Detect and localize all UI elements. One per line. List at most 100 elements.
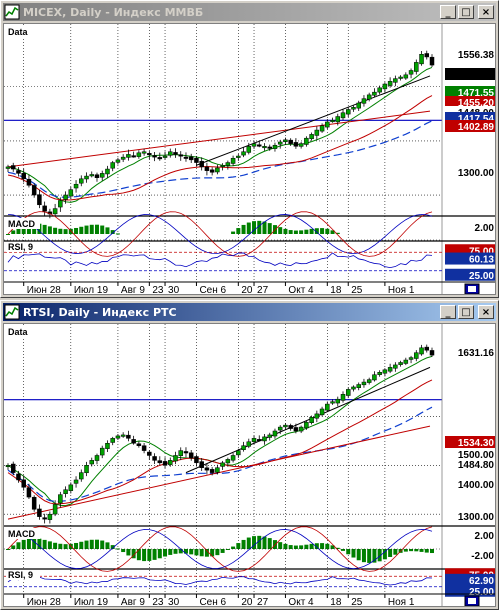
ma-red bbox=[7, 95, 433, 201]
maximize-button[interactable]: □ bbox=[458, 5, 474, 19]
macd-bar bbox=[356, 549, 361, 561]
candle-body bbox=[89, 174, 95, 177]
macd-bar bbox=[168, 549, 173, 555]
window-titlebar[interactable]: RTSI, Daily - Индекс РТС _ □ × bbox=[3, 303, 496, 321]
macd-bar bbox=[283, 543, 288, 549]
candle-body bbox=[277, 426, 283, 431]
macd-bar bbox=[293, 230, 298, 234]
candle-body bbox=[26, 487, 32, 498]
macd-bar bbox=[262, 221, 267, 234]
close-button[interactable]: × bbox=[478, 305, 494, 319]
candle-body bbox=[26, 178, 32, 186]
macd-bar bbox=[231, 231, 236, 234]
candle-body bbox=[351, 386, 356, 390]
chart-area[interactable]: Data1556.381556.381471.551455.201448.001… bbox=[3, 23, 496, 295]
price-tag-bg bbox=[445, 478, 495, 490]
candle-body bbox=[272, 144, 278, 149]
candle-body bbox=[345, 109, 351, 115]
price-tag-bg bbox=[445, 96, 495, 108]
pane-label-text: Data bbox=[8, 327, 29, 337]
macd-bar bbox=[110, 545, 115, 549]
x-tick-label: 18 bbox=[330, 285, 342, 295]
x-tick-label: 23 bbox=[152, 285, 164, 295]
candle-body bbox=[105, 442, 110, 449]
chart-area[interactable]: Data 1631.16 1534.30 1500.00 1484.80 1400.00 1… bbox=[3, 323, 496, 607]
candle-body bbox=[262, 146, 267, 149]
window-titlebar[interactable]: MICEX, Daily - Индекс ММВБ _ □ × bbox=[3, 3, 496, 21]
macd-bar bbox=[361, 549, 366, 563]
price-tag: 1500.00 bbox=[445, 448, 495, 461]
price-tag-label: 1484.80 bbox=[458, 460, 495, 471]
pane-label-bg bbox=[6, 242, 40, 252]
candle-body bbox=[220, 462, 225, 467]
macd-bar bbox=[189, 549, 194, 555]
pane-label-data: Data bbox=[6, 326, 32, 337]
candle-body bbox=[319, 125, 325, 132]
close-button[interactable]: × bbox=[478, 5, 494, 19]
candle-body bbox=[162, 461, 168, 466]
macd-bar bbox=[178, 549, 183, 554]
macd-bar bbox=[74, 542, 79, 549]
price-tag-bg bbox=[445, 573, 495, 586]
minimize-button[interactable]: _ bbox=[440, 305, 456, 319]
macd-bar bbox=[252, 221, 257, 234]
candle-body bbox=[262, 436, 267, 442]
macd-bar bbox=[314, 228, 319, 234]
candle-body bbox=[377, 372, 382, 375]
macd-bar bbox=[79, 226, 84, 234]
pane-label-text: MACD bbox=[8, 219, 35, 229]
pane-label-bg bbox=[6, 218, 40, 229]
x-tick-label: Июн 28 bbox=[27, 285, 62, 295]
macd-bar bbox=[121, 549, 126, 553]
macd-bar bbox=[173, 549, 178, 554]
macd-bar bbox=[335, 232, 340, 234]
candle-body bbox=[314, 129, 320, 136]
candle-body bbox=[408, 70, 414, 75]
candle-body bbox=[68, 484, 74, 491]
candle-body bbox=[277, 141, 283, 145]
candle-body bbox=[398, 362, 403, 365]
candle-body bbox=[204, 166, 210, 171]
candle-body bbox=[309, 417, 314, 423]
price-tag-label: 62.90 bbox=[469, 576, 494, 587]
price-tag: 1300.00 bbox=[445, 166, 495, 179]
candle-body bbox=[267, 434, 272, 438]
candle-body bbox=[309, 134, 314, 140]
macd-bar bbox=[142, 549, 147, 562]
x-tick-label: Июл 19 bbox=[74, 597, 109, 607]
candle-body bbox=[209, 169, 215, 173]
maximize-button[interactable]: □ bbox=[458, 305, 474, 319]
macd-bar bbox=[68, 543, 73, 549]
minimize-button[interactable]: _ bbox=[440, 5, 456, 19]
rsi-tag: 60.13 bbox=[445, 252, 495, 266]
window-rtsi[interactable]: RTSI, Daily - Индекс РТС _ □ × Data 1631.… bbox=[0, 300, 499, 610]
x-tick-label: 18 bbox=[330, 597, 342, 607]
price-tag: 1631.16 bbox=[445, 346, 495, 359]
macd-bar bbox=[341, 549, 346, 551]
window-title: MICEX, Daily - Индекс ММВБ bbox=[23, 5, 204, 19]
candle-body bbox=[351, 107, 356, 110]
macd-bar bbox=[309, 228, 314, 234]
price-tag-label: 1455.20 bbox=[458, 98, 495, 109]
candle-body bbox=[194, 456, 199, 464]
window-micex[interactable]: MICEX, Daily - Индекс ММВБ _ □ × Data 155… bbox=[0, 0, 499, 298]
macd-bar bbox=[16, 542, 21, 549]
x-tick-label: Ноя 1 bbox=[388, 285, 415, 295]
price-tag-label: 75.00 bbox=[469, 246, 494, 257]
macd-bar bbox=[283, 228, 288, 234]
macd-bar bbox=[105, 542, 110, 549]
macd-bar bbox=[346, 549, 351, 555]
candle-body bbox=[178, 154, 183, 157]
macd-bar bbox=[152, 549, 157, 560]
candle-body bbox=[204, 467, 210, 471]
price-tag-bg bbox=[445, 458, 495, 470]
chart-svg[interactable]: Data1556.381556.381471.551455.201448.001… bbox=[4, 24, 496, 295]
macd-bar bbox=[136, 549, 141, 561]
price-tag: 1300.00 bbox=[445, 510, 495, 523]
price-tag-label: 25.00 bbox=[469, 587, 494, 598]
price-tag-label: 1500.00 bbox=[458, 450, 495, 461]
candle-body bbox=[335, 398, 341, 404]
macd-bar bbox=[414, 549, 419, 552]
candle-body bbox=[94, 455, 100, 461]
